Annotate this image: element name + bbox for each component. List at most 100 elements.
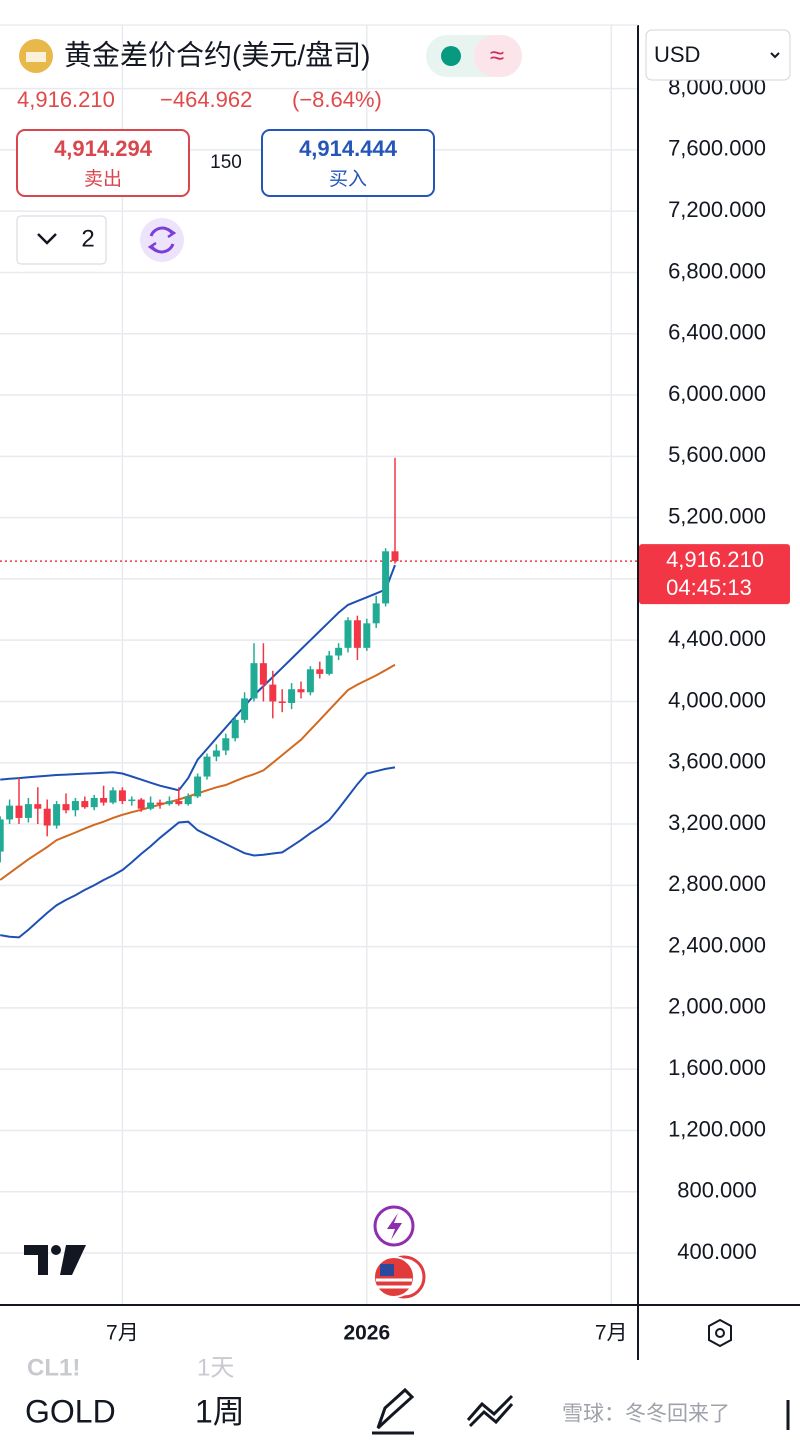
candle-body — [391, 551, 399, 562]
y-tick-label: 3,200.000 — [668, 810, 766, 835]
candle-body — [353, 620, 361, 648]
candle-body — [335, 647, 343, 656]
candle-body — [372, 603, 380, 624]
y-tick-label: 6,400.000 — [668, 320, 766, 345]
candle-body — [62, 804, 70, 811]
candle-body — [156, 802, 164, 805]
candle-body — [165, 801, 173, 805]
y-tick-label: 4,400.000 — [668, 626, 766, 651]
band-line — [0, 663, 396, 881]
y-tick-label: 6,000.000 — [668, 381, 766, 406]
candle-body — [203, 756, 211, 777]
buy-button[interactable] — [261, 129, 435, 197]
candle-body — [278, 701, 286, 703]
candle-body — [137, 799, 145, 809]
candle-body — [316, 669, 324, 674]
candle-body — [24, 804, 32, 818]
y-tick-label: 6,800.000 — [668, 258, 766, 283]
faded-symbol: CL1! — [27, 1354, 80, 1381]
candle-body — [71, 801, 79, 811]
y-tick-label: 4,000.000 — [668, 687, 766, 712]
candle-body — [259, 663, 267, 685]
candle-body — [15, 805, 23, 818]
x-tick-label: 2026 — [343, 1322, 390, 1345]
y-tick-label: 7,200.000 — [668, 197, 766, 222]
y-tick-label: 2,000.000 — [668, 994, 766, 1019]
last-price: 4,916.210 — [17, 87, 115, 112]
indicator-count: 2 — [81, 225, 94, 252]
candle-body — [109, 790, 117, 803]
lightning — [387, 1213, 402, 1240]
candle-body — [43, 808, 51, 826]
candle-body — [81, 801, 89, 808]
candle-body — [90, 797, 98, 808]
currency-select[interactable] — [645, 29, 791, 81]
drawing-tool[interactable] — [372, 1387, 415, 1435]
price-change-pct: (−8.64%) — [292, 87, 382, 112]
chevron — [37, 233, 57, 245]
title: 黄金差价合约(美元/盘司) — [64, 39, 370, 70]
tv-logo — [24, 1245, 48, 1275]
refresh-icon — [147, 227, 177, 253]
y-tick-label: 1,200.000 — [668, 1116, 766, 1141]
candle-body — [184, 796, 192, 805]
x-tick-label: 7月 — [106, 1322, 139, 1345]
tv-logo — [51, 1245, 61, 1255]
delay-icon: ≈ — [490, 40, 504, 70]
candle-body — [212, 750, 220, 757]
header: 黄金差价合约(美元/盘司) ≈ 4,916.210 −464.962 (−8.6… — [16, 35, 522, 265]
candle-body — [0, 819, 4, 852]
market-open-dot — [441, 46, 461, 66]
candle-body — [128, 799, 136, 802]
candle-body — [118, 790, 126, 802]
watermark: 雪球：冬冬回来了 — [562, 1403, 730, 1426]
tv-logo — [60, 1245, 86, 1275]
indicators-tool[interactable] — [466, 1394, 514, 1428]
candle-body — [231, 719, 239, 739]
y-tick-label: 2,800.000 — [668, 871, 766, 896]
gold-icon — [26, 52, 46, 62]
candle-body — [288, 689, 296, 703]
candle-body — [269, 684, 277, 702]
flag-canton — [380, 1264, 394, 1276]
us-flag-icon[interactable] — [373, 1256, 415, 1298]
indicator-toggle[interactable] — [16, 215, 107, 265]
candle-body — [34, 804, 42, 809]
plot — [0, 25, 638, 1305]
faded-interval: 1天 — [197, 1354, 234, 1381]
sell-button[interactable] — [16, 129, 190, 197]
candle-body — [306, 669, 314, 693]
sell-label: 卖出 — [84, 168, 122, 190]
candle-body — [241, 698, 249, 720]
candle-body — [6, 805, 14, 820]
settings-icon[interactable] — [708, 1318, 732, 1348]
candle-body — [147, 802, 155, 809]
chevron — [770, 52, 780, 59]
currency: USD — [654, 42, 700, 67]
y-tick-label: 400.000 — [677, 1239, 757, 1264]
symbol[interactable]: GOLD — [25, 1393, 116, 1429]
price-change: −464.962 — [160, 87, 252, 112]
refresh-button[interactable] — [140, 218, 184, 262]
buy-price: 4,914.444 — [299, 136, 398, 161]
y-tick-label: 5,200.000 — [668, 503, 766, 528]
candle-body — [53, 804, 61, 826]
interval[interactable]: 1周 — [195, 1393, 245, 1429]
y-tick-label: 2,400.000 — [668, 932, 766, 957]
candle-body — [194, 776, 202, 797]
candle-body — [222, 738, 230, 751]
tv-logo — [24, 1245, 86, 1275]
y-tick-label: 7,600.000 — [668, 136, 766, 161]
y-tick-label: 3,600.000 — [668, 749, 766, 774]
price-label: 4,916.210 — [666, 547, 764, 572]
countdown: 04:45:13 — [666, 575, 752, 600]
candle-body — [250, 663, 258, 699]
candle-body — [382, 551, 390, 604]
y-tick-label: 1,600.000 — [668, 1055, 766, 1080]
candle-body — [325, 655, 333, 674]
band-line — [0, 766, 396, 939]
candle-body — [297, 689, 305, 693]
footer: CL1! 1天 GOLD 1周 雪球：冬冬回来了 — [25, 1354, 790, 1435]
